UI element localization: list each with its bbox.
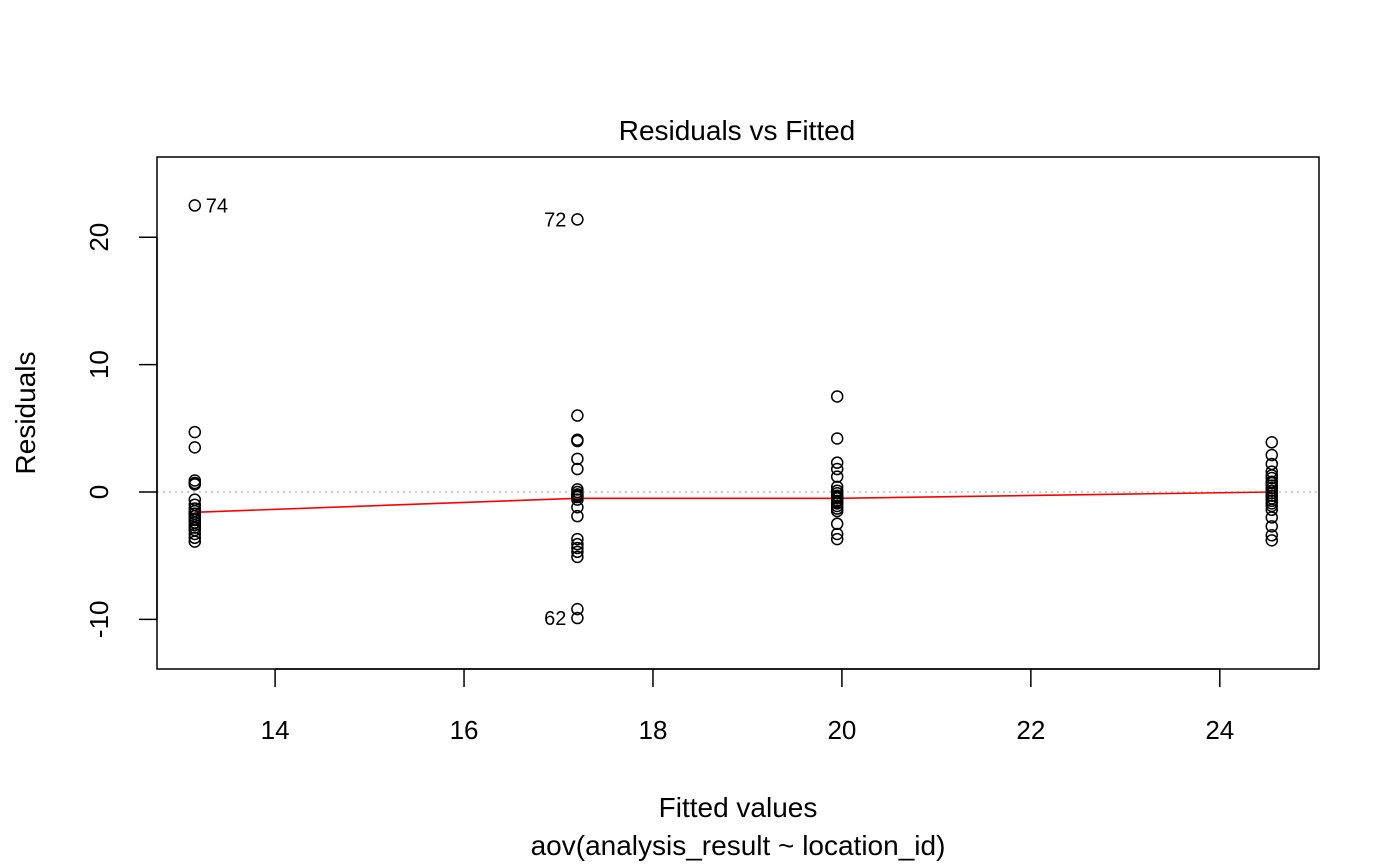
data-point xyxy=(1265,436,1279,449)
data-point xyxy=(188,199,202,212)
point-label: 72 xyxy=(544,209,566,231)
data-point xyxy=(571,537,584,551)
x-tick-label: 24 xyxy=(1205,715,1234,745)
x-axis-label: Fitted values xyxy=(659,792,818,823)
data-point xyxy=(571,489,584,503)
data-point xyxy=(571,550,584,564)
data-point xyxy=(571,462,584,476)
data-point xyxy=(830,390,844,403)
data-point xyxy=(571,434,584,448)
data-point xyxy=(571,509,584,523)
data-point xyxy=(188,478,202,491)
data-point xyxy=(830,527,844,541)
data-point xyxy=(1265,529,1279,542)
data-point xyxy=(830,432,844,445)
x-tick-label: 14 xyxy=(261,715,290,745)
y-tick-label: -10 xyxy=(84,601,114,639)
data-point xyxy=(1265,503,1279,517)
x-axis-sublabel: aov(analysis_result ~ location_id) xyxy=(531,830,946,861)
data-point xyxy=(830,517,844,531)
data-point xyxy=(571,545,584,559)
data-point xyxy=(830,462,844,476)
data-point xyxy=(1265,511,1279,524)
data-point xyxy=(571,611,584,625)
data-point xyxy=(830,495,844,509)
data-point xyxy=(1265,448,1279,462)
data-point xyxy=(830,456,844,469)
y-axis-label: Residuals xyxy=(10,352,41,475)
data-point xyxy=(830,490,844,504)
data-point xyxy=(1265,476,1279,490)
data-point xyxy=(1265,520,1279,533)
data-point xyxy=(571,452,584,466)
y-tick-label: 0 xyxy=(84,485,114,499)
data-point xyxy=(830,532,844,546)
data-point xyxy=(571,409,584,422)
data-point xyxy=(571,213,584,226)
point-label: 74 xyxy=(206,195,228,217)
plot-frame xyxy=(156,156,1320,670)
smoother-line xyxy=(194,491,1272,514)
data-point xyxy=(571,532,584,546)
data-point xyxy=(188,531,202,545)
y-tick-label: 20 xyxy=(84,223,114,252)
x-tick-label: 16 xyxy=(450,715,479,745)
data-point xyxy=(1265,534,1279,547)
y-axis: -10 0 10 20 xyxy=(84,223,158,639)
point-label: 62 xyxy=(544,608,566,630)
data-point xyxy=(571,602,584,616)
x-tick-label: 18 xyxy=(639,715,668,745)
data-point xyxy=(1265,469,1279,482)
data-point xyxy=(571,493,584,506)
data-point xyxy=(830,470,844,483)
data-point xyxy=(188,535,202,548)
data-point xyxy=(188,441,202,454)
data-point xyxy=(188,527,202,541)
x-axis: 14 16 18 20 22 24 xyxy=(261,668,1234,745)
data-point xyxy=(830,504,844,518)
x-tick-label: 22 xyxy=(1016,715,1045,745)
plot-area: 74 72 62 xyxy=(157,195,1319,630)
data-point xyxy=(571,541,584,555)
chart-title: Residuals vs Fitted xyxy=(619,115,856,146)
data-point xyxy=(188,425,202,439)
y-tick-label: 10 xyxy=(84,350,114,379)
x-tick-label: 20 xyxy=(827,715,856,745)
